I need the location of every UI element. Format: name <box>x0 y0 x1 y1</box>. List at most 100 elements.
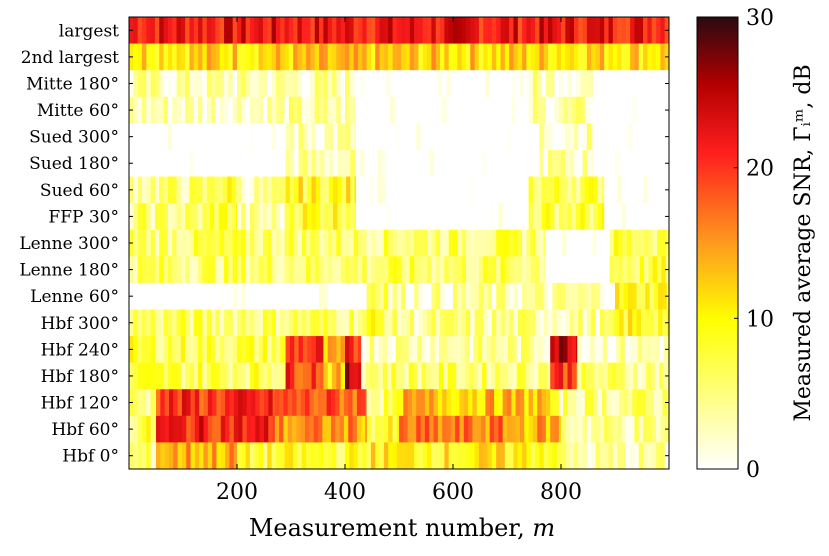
heatmap-cell <box>241 282 247 310</box>
heatmap-cell <box>576 336 578 363</box>
heatmap-cell <box>377 176 383 204</box>
heatmap-cell <box>315 336 321 363</box>
heatmap-cell <box>323 362 329 390</box>
heatmap-cell <box>288 43 294 71</box>
heatmap-cell <box>133 282 139 310</box>
heatmap-cell <box>311 176 317 204</box>
heatmap-cell <box>349 362 355 390</box>
heatmap-cell <box>310 17 316 44</box>
heatmap-cell <box>156 415 161 443</box>
heatmap-cell <box>648 229 654 257</box>
heatmap-cell <box>185 149 190 177</box>
heatmap-cell <box>455 70 460 98</box>
heatmap-cell <box>154 336 160 363</box>
heatmap-cell <box>228 282 234 310</box>
heatmap-cell <box>212 415 217 443</box>
heatmap-cell <box>463 96 469 124</box>
heatmap-cell <box>648 256 654 284</box>
heatmap-cell <box>416 149 421 177</box>
heatmap-cell <box>336 362 342 390</box>
heatmap-cell <box>137 203 143 231</box>
heatmap-cell <box>340 96 346 124</box>
heatmap-cell <box>643 442 648 470</box>
heatmap-cell <box>159 176 164 204</box>
heatmap-cell <box>228 256 234 284</box>
heatmap-cell <box>401 309 406 337</box>
heatmap-cell <box>245 229 251 257</box>
heatmap-cell <box>504 43 510 71</box>
heatmap-cell <box>293 43 298 71</box>
heatmap-cell <box>285 123 291 151</box>
heatmap-cell <box>483 229 488 257</box>
heatmap-cell <box>476 389 482 417</box>
heatmap-cell <box>327 229 333 257</box>
heatmap-cell <box>311 203 317 231</box>
heatmap-cell <box>494 203 499 231</box>
heatmap-cell <box>194 389 200 417</box>
heatmap-cell <box>617 43 622 71</box>
heatmap-cell <box>554 336 560 363</box>
heatmap-cell <box>324 123 330 151</box>
heatmap-cell <box>472 176 478 204</box>
heatmap-cell <box>254 96 259 124</box>
heatmap-cell <box>362 229 367 257</box>
heatmap-cell <box>294 149 299 177</box>
heatmap-cell <box>137 96 143 124</box>
heatmap-cell <box>407 389 413 417</box>
heatmap-cell <box>176 309 182 337</box>
heatmap-cell <box>193 70 199 98</box>
heatmap-cell <box>357 309 363 337</box>
heatmap-cell <box>627 96 633 124</box>
heatmap-cell <box>541 70 547 98</box>
heatmap-cell <box>383 17 389 44</box>
heatmap-cell <box>349 70 355 98</box>
heatmap-cell <box>468 123 473 151</box>
heatmap-cell <box>228 336 234 363</box>
heatmap-cell <box>232 229 238 257</box>
heatmap-cell <box>595 282 601 310</box>
heatmap-cell <box>524 415 529 443</box>
heatmap-cell <box>284 149 286 177</box>
heatmap-cell <box>433 70 439 98</box>
heatmap-cell <box>133 96 139 124</box>
colorbar-tick-label: 0 <box>746 458 760 483</box>
heatmap-cell <box>634 176 640 204</box>
heatmap-cell <box>146 123 151 151</box>
heatmap-cell <box>180 229 186 257</box>
heatmap-cell <box>262 149 268 177</box>
heatmap-cell <box>396 442 402 470</box>
heatmap-cell <box>403 96 409 124</box>
heatmap-cell <box>275 309 281 337</box>
heatmap-cell <box>619 149 625 177</box>
heatmap-cell <box>589 389 594 417</box>
heatmap-cell <box>431 43 437 71</box>
heatmap-cell <box>586 43 592 71</box>
heatmap-cell <box>605 229 610 257</box>
row-label: Sued 300° <box>29 128 119 148</box>
heatmap-cell <box>381 203 387 231</box>
heatmap-cell <box>159 17 164 44</box>
heatmap-cell <box>228 309 234 337</box>
heatmap-cell <box>275 149 281 177</box>
heatmap-cell <box>309 389 315 417</box>
heatmap-cell <box>206 229 212 257</box>
heatmap-cell <box>194 415 200 443</box>
heatmap-cell <box>422 17 428 44</box>
heatmap-cell <box>509 442 514 470</box>
heatmap-cell <box>498 203 504 231</box>
heatmap-cell <box>327 256 333 284</box>
heatmap-cell <box>548 282 553 310</box>
heatmap-cell <box>154 70 160 98</box>
heatmap-cell <box>530 43 536 71</box>
colorbar-tick-label: 30 <box>746 6 774 31</box>
heatmap-cell <box>176 123 182 151</box>
heatmap-cell <box>645 149 650 177</box>
heatmap-cell <box>216 389 222 417</box>
heatmap-cell <box>604 43 609 71</box>
heatmap-cell <box>193 229 199 257</box>
heatmap-cell <box>537 96 542 124</box>
heatmap-cell <box>450 123 456 151</box>
heatmap-cell <box>176 229 182 257</box>
heatmap-cell <box>327 282 333 310</box>
heatmap-cell <box>545 415 551 443</box>
